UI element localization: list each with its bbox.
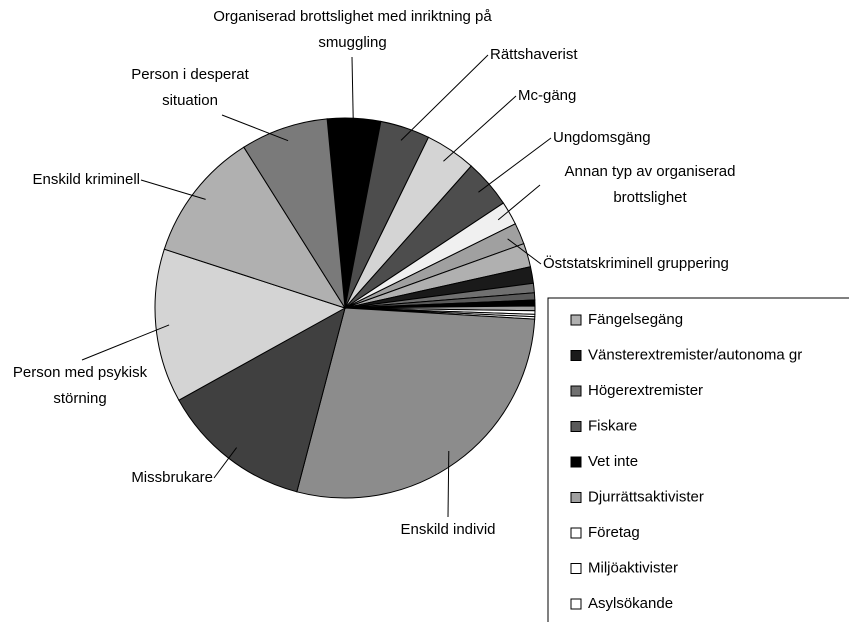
legend-swatch — [570, 527, 582, 539]
legend-label: Asylsökande — [588, 595, 673, 612]
legend-label: Djurrättsaktivister — [588, 488, 704, 505]
leader-line — [497, 184, 541, 221]
leader-line — [443, 95, 517, 162]
legend-swatch — [570, 350, 582, 361]
leader-line — [221, 114, 289, 142]
legend-swatch — [570, 421, 582, 432]
legend-label: Högerextremister — [588, 382, 703, 399]
legend-swatch — [570, 314, 582, 326]
slice-label: Enskild individ — [400, 521, 496, 538]
legend-label: Vet inte — [588, 453, 638, 470]
legend-swatch — [570, 598, 582, 610]
leader-line — [478, 137, 552, 193]
legend-label: Fiskare — [588, 417, 637, 434]
legend-swatch — [570, 563, 582, 574]
slice-label: Enskild kriminell — [32, 171, 140, 188]
legend-swatch — [570, 456, 582, 468]
leader-line — [351, 56, 354, 132]
leader-line — [507, 238, 542, 265]
slice-label: Person i desperat situation — [131, 66, 249, 109]
leader-line — [81, 324, 170, 361]
pie-slice — [154, 248, 347, 401]
legend-label: Fängelsegäng — [588, 311, 683, 328]
slice-label: Missbrukare — [131, 469, 213, 486]
slice-label: Person med psykisk störning — [12, 364, 148, 407]
slice-label: Mc-gäng — [518, 87, 577, 104]
pie-slice — [243, 118, 346, 309]
leader-line — [400, 54, 489, 141]
legend-swatch — [570, 492, 582, 503]
leader-line — [447, 450, 450, 518]
legend-label: Vänsterextremister/autonoma gr — [588, 346, 802, 363]
pie-slice — [296, 307, 536, 499]
legend-label: Miljöaktivister — [588, 559, 678, 576]
slice-label: Ungdomsgäng — [553, 129, 651, 146]
leader-line — [213, 447, 238, 479]
legend-frame — [547, 297, 570, 622]
pie-slice — [163, 146, 347, 309]
leader-line — [140, 179, 206, 200]
legend-swatch — [570, 385, 582, 397]
slice-label: Öststatskriminell gruppering — [543, 255, 729, 272]
slice-label: Rättshaverist — [490, 46, 578, 63]
legend-label: Företag — [588, 524, 640, 541]
slice-label: Organiserad brottslighet med inriktning … — [213, 8, 492, 51]
slice-label: Annan typ av organiserad brottslighet — [564, 163, 736, 206]
